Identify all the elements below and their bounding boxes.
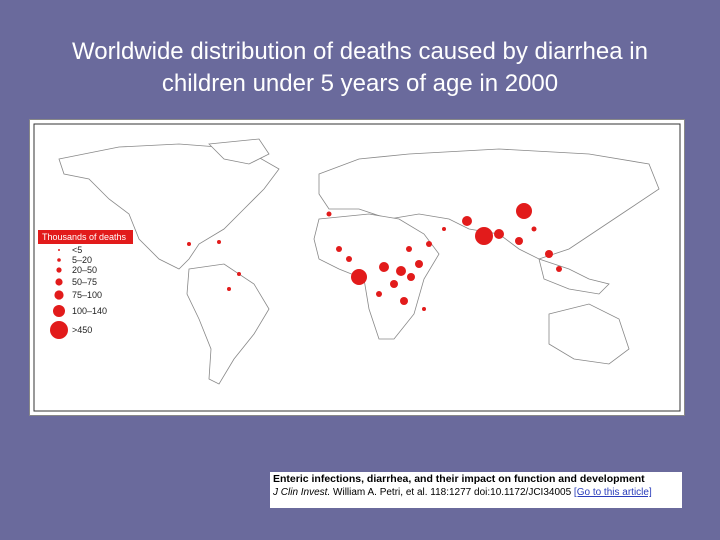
- legend-label: 20–50: [72, 265, 97, 275]
- bubble: [326, 211, 332, 217]
- bubble: [415, 260, 423, 268]
- bubble: [494, 229, 504, 239]
- slide-title: Worldwide distribution of deaths caused …: [72, 38, 648, 97]
- bubble: [516, 203, 532, 219]
- australia: [548, 303, 630, 365]
- legend-symbol: [54, 290, 64, 300]
- legend-symbol: [53, 305, 65, 317]
- bubble: [346, 256, 352, 262]
- legend-symbol: [50, 321, 68, 339]
- bubble: [407, 273, 415, 281]
- article-link[interactable]: [Go to this article]: [573, 487, 652, 498]
- bubble: [227, 287, 231, 291]
- citation: Enteric infections, diarrhea, and their …: [270, 472, 682, 508]
- legend-label: 5–20: [72, 255, 92, 265]
- bubble: [390, 280, 398, 288]
- bubble: [422, 307, 426, 311]
- bubble: [351, 269, 367, 285]
- legend-label: >450: [72, 325, 92, 335]
- bubble: [556, 266, 562, 272]
- bubble: [406, 246, 412, 252]
- citation-line: J Clin Invest. William A. Petri, et al. …: [273, 486, 679, 499]
- legend-label: <5: [72, 245, 82, 255]
- bubble: [379, 262, 389, 272]
- legend-symbol: [55, 278, 63, 286]
- bubble: [400, 297, 408, 305]
- bubble: [217, 240, 221, 244]
- citation-title: Enteric infections, diarrhea, and their …: [273, 473, 645, 485]
- bubble: [187, 242, 191, 246]
- bubble: [442, 227, 446, 231]
- bubble: [462, 216, 472, 226]
- legend-symbol: [56, 267, 62, 273]
- bubble: [426, 241, 432, 247]
- legend-label: 100–140: [72, 306, 107, 316]
- south-america: [186, 263, 270, 385]
- bubble: [376, 291, 382, 297]
- legend-symbol: [57, 258, 61, 262]
- map-inner-frame: [33, 123, 681, 412]
- legend-symbol: [58, 249, 60, 251]
- bubble: [336, 246, 342, 252]
- bubble: [237, 272, 241, 276]
- legend-title-box: [38, 230, 133, 244]
- journal: J Clin Invest.: [273, 487, 331, 498]
- bubble: [515, 237, 523, 245]
- legend-title: Thousands of deaths: [42, 232, 127, 242]
- death-bubbles: [187, 203, 562, 311]
- greenland: [208, 138, 270, 165]
- citation-details: William A. Petri, et al. 118:1277 doi:10…: [333, 487, 572, 498]
- bubble: [531, 226, 537, 232]
- legend-label: 75–100: [72, 290, 102, 300]
- bubble: [475, 227, 493, 245]
- bubble: [545, 250, 553, 258]
- bubble: [396, 266, 406, 276]
- legend-label: 50–75: [72, 277, 97, 287]
- continents: [58, 138, 660, 385]
- africa: [313, 213, 440, 340]
